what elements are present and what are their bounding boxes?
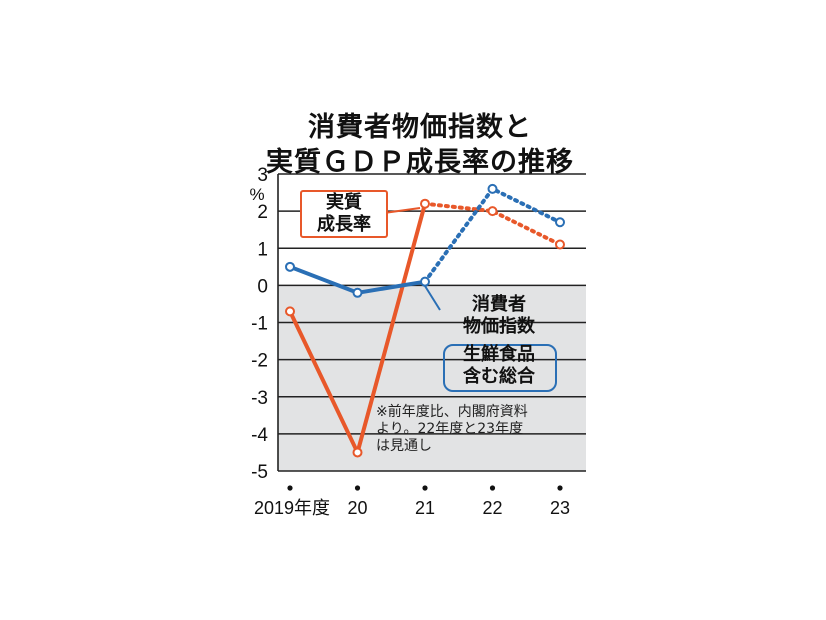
x-tick-label: 20 [347,498,367,518]
y-tick-label: -1 [251,314,268,335]
legend-cpi-sub-box [443,344,557,392]
data-point [285,306,295,317]
legend-cpi-sub1: 生鮮食品 [463,344,535,365]
data-point [352,447,363,458]
legend-gdp-line2: 成長率 [317,214,371,235]
data-point [487,206,498,217]
data-point [420,198,430,209]
data-point [352,287,363,298]
x-tick-label: 2019年度 [254,498,330,518]
y-tick-label: 2 [257,202,268,223]
legend-gdp-line1: 実質 [326,192,362,213]
data-point [285,261,295,272]
series-line-forecast-0 [423,201,562,247]
legend-cpi-line2: 物価指数 [463,316,535,337]
x-tick-label: 21 [415,498,435,518]
chart-title-line1: 消費者物価指数と [308,112,532,143]
x-tick-dot [354,485,361,491]
data-point [555,239,565,250]
x-tick-dot [489,485,496,491]
data-point [487,183,498,194]
legend-cpi-callout: 消費者 物価指数 生鮮食品 含む総合 [440,294,558,392]
data-point [555,217,565,228]
note-line1: ※前年度比、内閣府資料 [376,404,528,420]
note-line2: より。22年度と23年度 [376,421,524,437]
x-tick-dot [557,485,563,491]
plot-background [278,285,586,471]
y-unit-label: % [249,185,264,204]
note-line3: は見通し [376,438,432,454]
x-tick-dot [287,485,293,491]
legend-cpi-sub2: 含む総合 [463,366,535,387]
cpi-callout-pointer [424,285,441,311]
negative-region-shading [278,285,586,471]
chart-footnote: ※前年度比、内閣府資料 より。22年度と23年度 は見通し [376,404,586,455]
gdp-callout-pointer [383,207,421,214]
y-tick-label: -4 [251,425,268,446]
chart-title-line2: 実質ＧＤＰ成長率の推移 [266,147,574,178]
x-tick-label: 23 [550,498,570,518]
legend-gdp-callout: 実質 成長率 [300,190,388,238]
series-points [285,183,565,458]
y-tick-label: 0 [257,276,268,297]
y-tick-label: 1 [257,239,268,260]
legend-cpi-line1: 消費者 [472,294,526,315]
y-tick-label: -3 [251,388,268,409]
x-tick-label: 22 [482,498,502,518]
y-tick-label: -5 [251,462,268,483]
data-point [420,276,430,287]
y-tick-label: 3 [257,165,268,186]
x-tick-dot [422,485,428,491]
y-tick-label: -2 [251,351,268,372]
